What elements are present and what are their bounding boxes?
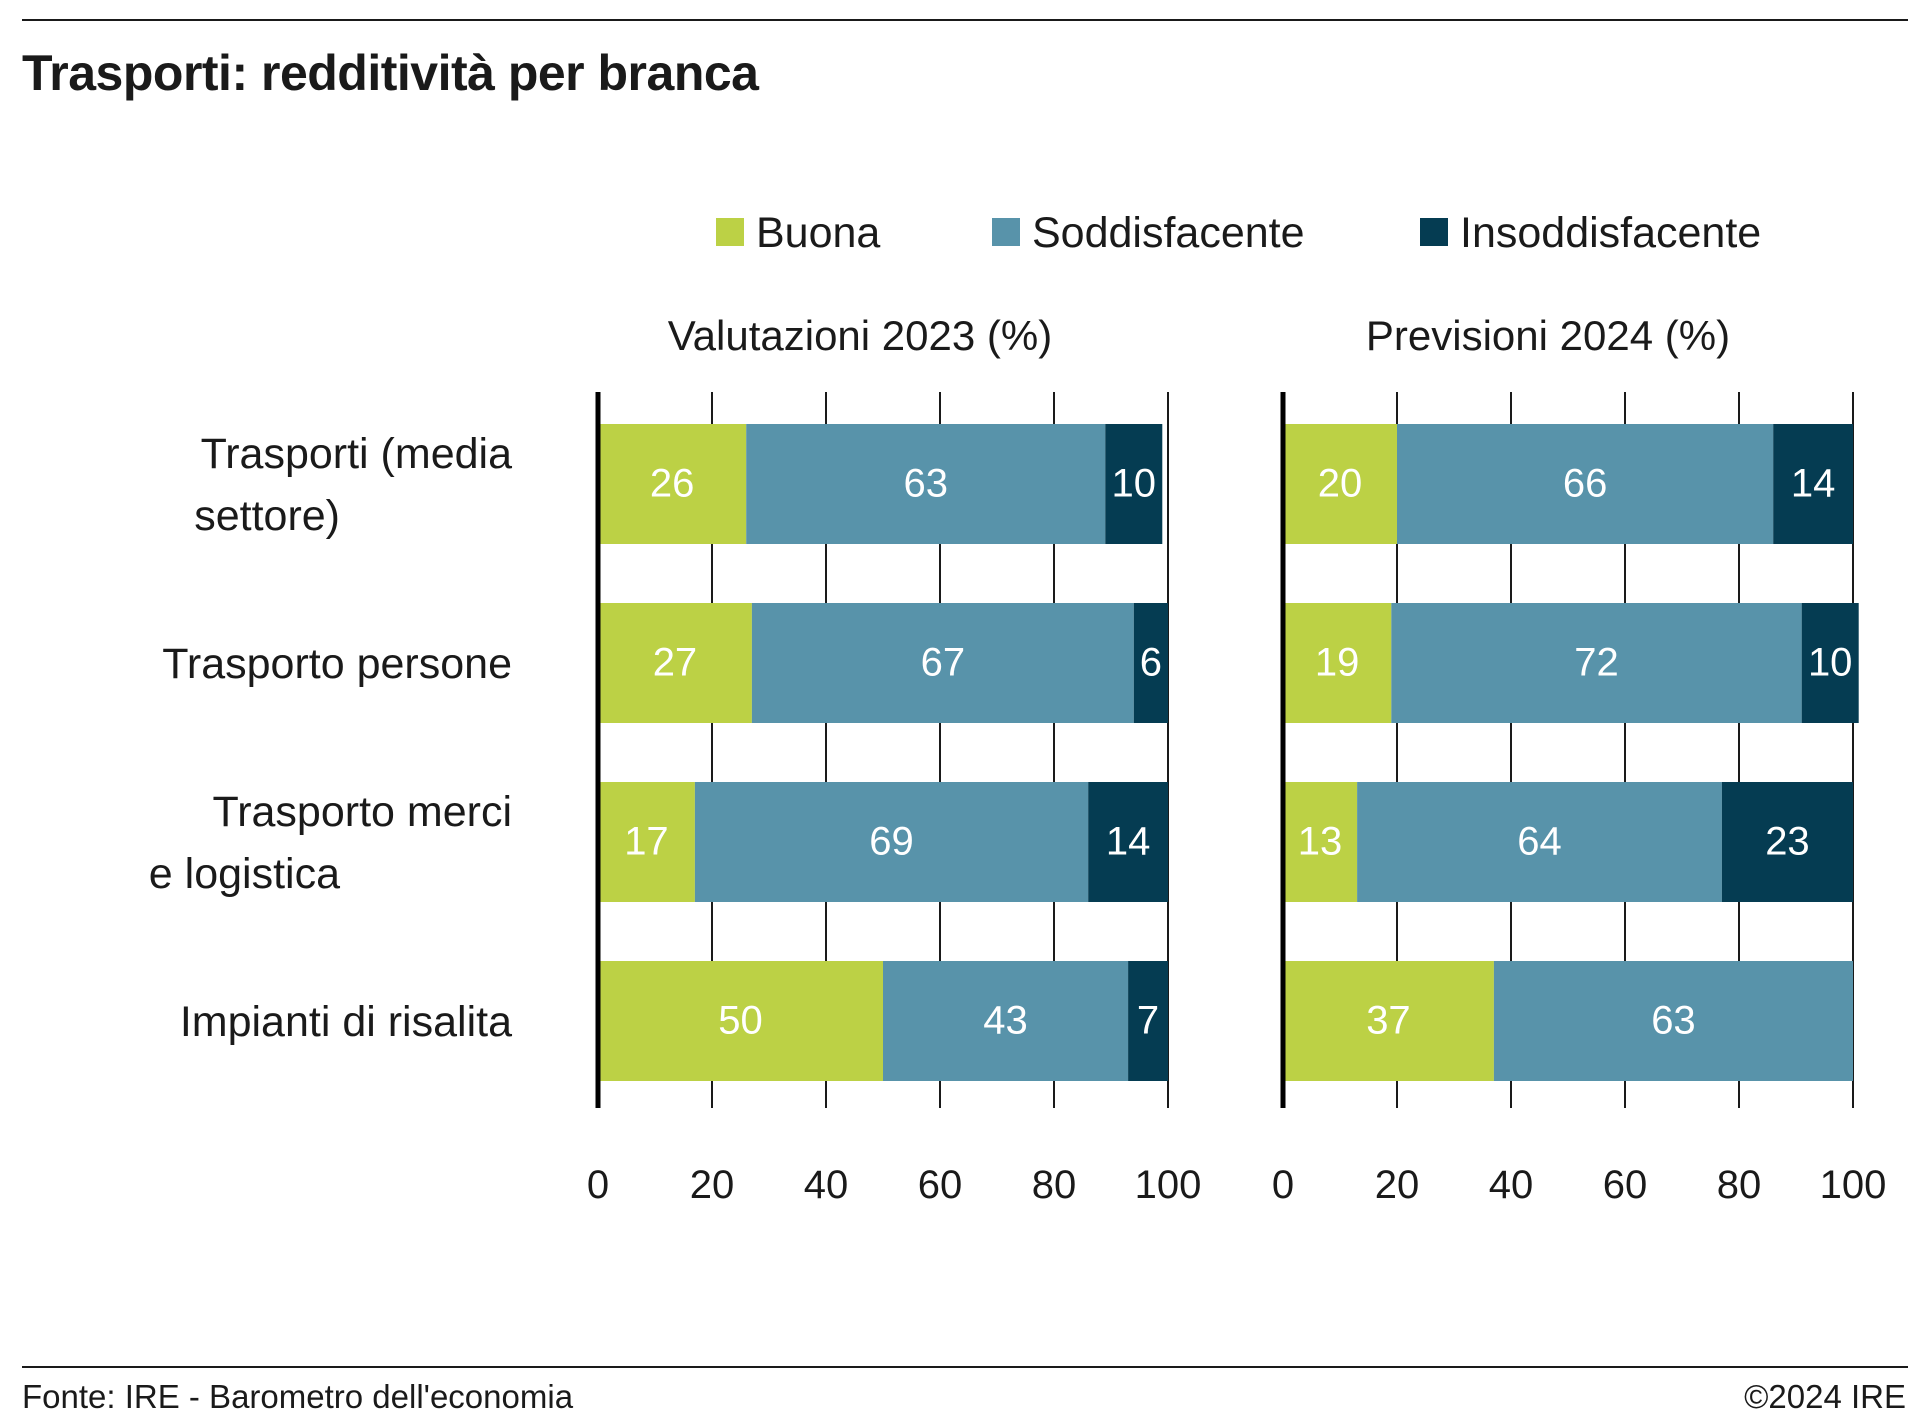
data-label-1-3-buona: 17 xyxy=(624,820,669,864)
bar-1-trasporto-persone-insoddisfacente xyxy=(1133,603,1168,723)
x-tick-label-2-60: 60 xyxy=(1603,1163,1648,1207)
bar-1-trasporto-merci-e-logistica-soddisfacente xyxy=(694,782,1089,902)
bar-1-trasporto-merci-e-logistica-insoddisfacente xyxy=(1088,782,1168,902)
bar-2-impianti-di-risalita-buona xyxy=(1283,961,1494,1081)
legend-swatch-buona xyxy=(716,218,744,246)
data-label-2-2-insoddisfacente: 10 xyxy=(1808,641,1853,685)
bar-1-trasporto-persone-buona xyxy=(598,603,752,723)
bottom-rule xyxy=(22,1366,1908,1368)
legend-swatch-soddisfacente xyxy=(992,218,1020,246)
data-label-1-3-insoddisfacente: 14 xyxy=(1106,820,1151,864)
bar-1-trasporti-media-settore-soddisfacente xyxy=(746,424,1106,544)
data-label-2-1-soddisfacente: 66 xyxy=(1563,462,1608,506)
bar-2-trasporto-merci-e-logistica-buona xyxy=(1283,782,1358,902)
bar-1-trasporti-media-settore-insoddisfacente xyxy=(1105,424,1163,544)
x-tick-label-1-0: 0 xyxy=(587,1163,609,1207)
bar-2-trasporto-persone-insoddisfacente xyxy=(1801,603,1859,723)
category-label-3-line-2: e logistica xyxy=(149,850,340,898)
data-label-2-1-insoddisfacente: 14 xyxy=(1791,462,1836,506)
bar-1-trasporto-persone-soddisfacente xyxy=(751,603,1134,723)
data-label-1-2-soddisfacente: 67 xyxy=(921,641,966,685)
data-label-1-4-insoddisfacente: 7 xyxy=(1137,999,1159,1043)
top-rule xyxy=(22,19,1908,21)
legend-swatch-insoddisfacente xyxy=(1420,218,1448,246)
bar-1-trasporto-merci-e-logistica-buona xyxy=(598,782,695,902)
category-label-4-line-1: Impianti di risalita xyxy=(180,998,512,1046)
data-label-2-2-soddisfacente: 72 xyxy=(1574,641,1619,685)
bar-1-impianti-di-risalita-buona xyxy=(598,961,883,1081)
x-tick-label-2-0: 0 xyxy=(1272,1163,1294,1207)
data-label-2-3-insoddisfacente: 23 xyxy=(1765,820,1810,864)
data-label-1-2-insoddisfacente: 6 xyxy=(1140,641,1162,685)
category-label-2-line-1: Trasporto persone xyxy=(162,640,512,688)
category-label-3-line-1: Trasporto merci xyxy=(213,788,512,836)
x-tick-label-1-20: 20 xyxy=(690,1163,735,1207)
chart-title: Trasporti: redditività per branca xyxy=(22,45,759,101)
x-tick-label-2-20: 20 xyxy=(1375,1163,1420,1207)
category-label-1-line-2: settore) xyxy=(194,492,340,540)
data-label-1-4-soddisfacente: 43 xyxy=(983,999,1028,1043)
data-label-2-4-soddisfacente: 63 xyxy=(1651,999,1696,1043)
bar-1-trasporti-media-settore-buona xyxy=(598,424,747,544)
bar-2-trasporto-merci-e-logistica-soddisfacente xyxy=(1357,782,1722,902)
panel-title-1: Valutazioni 2023 (%) xyxy=(668,312,1052,359)
copyright-note: ©2024 IRE xyxy=(1744,1378,1906,1415)
data-label-1-1-insoddisfacente: 10 xyxy=(1112,462,1157,506)
x-tick-label-2-40: 40 xyxy=(1489,1163,1534,1207)
data-label-2-1-buona: 20 xyxy=(1318,462,1363,506)
data-label-1-1-soddisfacente: 63 xyxy=(904,462,949,506)
legend-label-insoddisfacente: Insoddisfacente xyxy=(1460,209,1761,257)
x-tick-label-1-80: 80 xyxy=(1032,1163,1077,1207)
category-label-1-line-1: Trasporti (media xyxy=(201,430,513,478)
bar-1-impianti-di-risalita-soddisfacente xyxy=(883,961,1129,1081)
x-tick-label-1-60: 60 xyxy=(918,1163,963,1207)
legend-label-soddisfacente: Soddisfacente xyxy=(1032,209,1305,257)
x-tick-label-1-40: 40 xyxy=(804,1163,849,1207)
bar-2-trasporti-media-settore-buona xyxy=(1283,424,1397,544)
x-tick-label-2-80: 80 xyxy=(1717,1163,1762,1207)
x-tick-label-2-100: 100 xyxy=(1820,1163,1887,1207)
bar-1-impianti-di-risalita-insoddisfacente xyxy=(1128,961,1168,1081)
data-label-2-4-buona: 37 xyxy=(1366,999,1411,1043)
bar-2-trasporti-media-settore-soddisfacente xyxy=(1397,424,1774,544)
data-label-1-3-soddisfacente: 69 xyxy=(869,820,914,864)
data-label-1-4-buona: 50 xyxy=(718,999,763,1043)
bar-2-trasporto-merci-e-logistica-insoddisfacente xyxy=(1721,782,1853,902)
x-tick-label-1-100: 100 xyxy=(1135,1163,1202,1207)
bar-2-trasporti-media-settore-insoddisfacente xyxy=(1773,424,1853,544)
source-note: Fonte: IRE - Barometro dell'economia xyxy=(22,1378,574,1415)
data-label-2-3-soddisfacente: 64 xyxy=(1517,820,1562,864)
bar-2-trasporto-persone-soddisfacente xyxy=(1391,603,1802,723)
panel-title-2: Previsioni 2024 (%) xyxy=(1366,312,1730,359)
data-label-1-1-buona: 26 xyxy=(650,462,695,506)
legend-label-buona: Buona xyxy=(756,209,880,257)
data-label-2-3-buona: 13 xyxy=(1298,820,1343,864)
data-label-1-2-buona: 27 xyxy=(653,641,698,685)
bar-2-trasporto-persone-buona xyxy=(1283,603,1392,723)
data-label-2-2-buona: 19 xyxy=(1315,641,1360,685)
bar-2-impianti-di-risalita-soddisfacente xyxy=(1493,961,1853,1081)
